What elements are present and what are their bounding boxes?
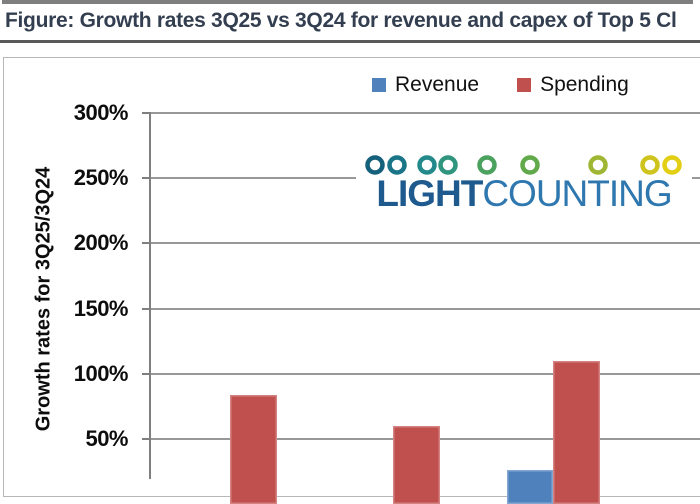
legend-item-revenue: Revenue <box>372 73 479 97</box>
top-divider-bar <box>2 0 693 4</box>
lightcounting-logo: LIGHTCOUNTING <box>356 149 692 216</box>
legend-item-spending: Spending <box>517 73 629 97</box>
legend-label-revenue: Revenue <box>395 73 480 96</box>
legend-label-spending: Spending <box>540 73 629 96</box>
y-axis-title: Growth rates for 3Q25/3Q24 <box>32 166 55 432</box>
title-underline-rule <box>0 40 700 43</box>
logo-dots-icon <box>358 155 682 175</box>
revenue-swatch-icon <box>372 78 386 92</box>
logo-text-counting: COUNTING <box>482 173 672 214</box>
logo-wordmark: LIGHTCOUNTING <box>356 173 692 215</box>
chart-legend: Revenue Spending <box>372 73 629 97</box>
y-axis-line <box>149 112 151 479</box>
logo-text-light: LIGHT <box>376 173 483 214</box>
chart-frame <box>3 57 700 497</box>
figure-title: Figure: Growth rates 3Q25 vs 3Q24 for re… <box>5 9 677 32</box>
spending-swatch-icon <box>517 78 532 92</box>
